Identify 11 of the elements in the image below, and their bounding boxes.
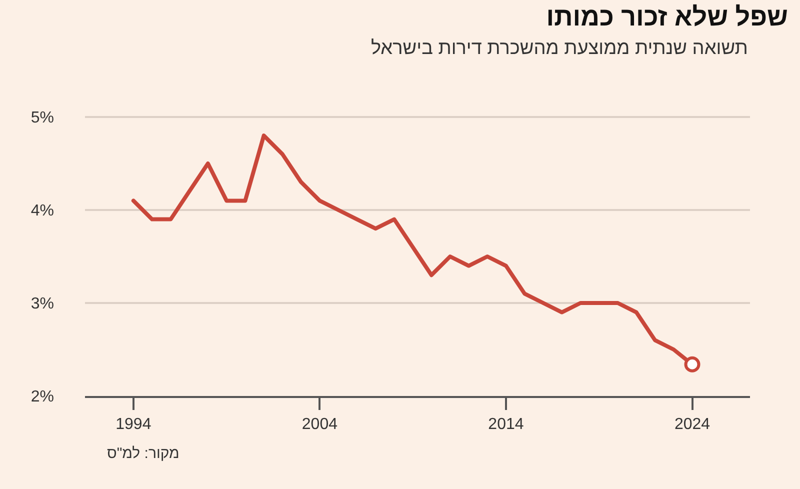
y-tick-label: 3% <box>30 296 54 313</box>
y-tick-label: 5% <box>30 110 54 127</box>
x-tick-label: 2004 <box>302 416 338 434</box>
y-tick-label: 4% <box>30 202 54 220</box>
y-tick-label: 2% <box>30 388 54 406</box>
x-tick-label: 2014 <box>488 416 524 434</box>
x-tick-label: 2024 <box>674 416 710 434</box>
chart-subtitle: תשואה שנתית ממוצעת מהשכרת דירות בישראל <box>371 38 748 59</box>
text: מקור: למ"ס <box>107 445 180 462</box>
x-tick-label: 1994 <box>116 416 152 434</box>
chart-title: שפל שלא זכור כמותו <box>546 2 788 32</box>
